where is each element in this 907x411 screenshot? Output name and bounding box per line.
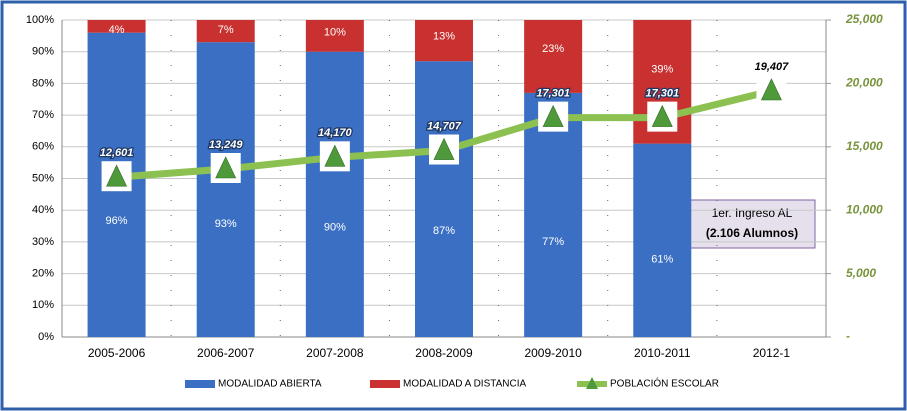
value-label: 96% <box>106 215 128 227</box>
legend-marker <box>586 377 598 389</box>
line-label: 19,407 <box>755 61 790 73</box>
y-tick-label: 60% <box>32 141 54 153</box>
y2-tick-label: 10,000 <box>846 202 883 216</box>
line-label: 17,301 <box>645 88 679 100</box>
value-label: 87% <box>433 225 455 237</box>
marker <box>106 164 128 187</box>
legend-swatch <box>370 380 400 388</box>
marker <box>433 137 455 160</box>
y-tick-label: 0% <box>38 331 54 343</box>
line-label: 17,301 <box>536 88 570 100</box>
x-tick-label: 2005-2006 <box>88 346 146 360</box>
annotation: (2.106 Alumnos) <box>706 226 798 240</box>
value-label: 13% <box>433 30 455 42</box>
y-tick-label: 70% <box>32 109 54 121</box>
y2-tick-label: 25,000 <box>845 12 883 26</box>
y-tick-label: 10% <box>32 299 54 311</box>
legend-swatch <box>185 380 215 388</box>
annotation: 1er. Ingreso AL <box>712 206 793 220</box>
bar <box>633 143 692 337</box>
y-tick-label: 30% <box>32 236 54 248</box>
value-label: 61% <box>651 254 673 266</box>
x-tick-label: 2012-1 <box>753 346 791 360</box>
legend-label: MODALIDAD A DISTANCIA <box>403 379 527 390</box>
value-label: 93% <box>215 218 237 230</box>
x-tick-label: 2007-2008 <box>306 346 364 360</box>
bar <box>305 51 364 337</box>
line-label: 13,249 <box>209 139 244 151</box>
x-tick-label: 2006-2007 <box>197 346 255 360</box>
y2-tick-label: 5,000 <box>846 266 876 280</box>
marker <box>215 156 237 179</box>
bar <box>87 20 146 33</box>
marker <box>651 104 673 127</box>
bar <box>524 92 583 337</box>
bar <box>196 20 255 43</box>
legend-label: MODALIDAD ABIERTA <box>218 379 322 390</box>
value-label: 77% <box>542 236 564 248</box>
bar <box>305 20 364 52</box>
y2-tick-label: - <box>846 329 850 343</box>
value-label: 90% <box>324 221 346 233</box>
x-tick-label: 2009-2010 <box>524 346 582 360</box>
value-label: 23% <box>542 43 564 55</box>
annotation-box <box>689 199 816 249</box>
value-label: 4% <box>109 24 125 36</box>
bar <box>415 20 473 62</box>
y-tick-label: 80% <box>32 77 54 89</box>
value-label: 39% <box>651 63 673 75</box>
y-tick-label: 40% <box>32 204 54 216</box>
line-label: 14,707 <box>427 120 462 132</box>
y-tick-label: 90% <box>32 46 54 58</box>
marker <box>542 104 564 127</box>
x-tick-label: 2008-2009 <box>415 346 473 360</box>
y2-tick-label: 15,000 <box>846 139 883 153</box>
legend-label: POBLACIÓN ESCOLAR <box>610 377 719 390</box>
bar <box>524 20 583 93</box>
bar <box>415 61 473 338</box>
marker <box>324 144 346 167</box>
bar <box>196 42 255 337</box>
value-label: 10% <box>324 27 346 39</box>
line-label: 12,601 <box>100 147 134 159</box>
y2-tick-label: 20,000 <box>845 76 883 90</box>
marker <box>760 78 782 101</box>
y-tick-label: 100% <box>26 14 54 26</box>
x-tick-label: 2010-2011 <box>634 346 691 360</box>
y-tick-label: 20% <box>32 268 54 280</box>
y-tick-label: 50% <box>32 172 54 184</box>
line-label: 14,170 <box>318 127 353 139</box>
value-label: 7% <box>218 24 234 36</box>
